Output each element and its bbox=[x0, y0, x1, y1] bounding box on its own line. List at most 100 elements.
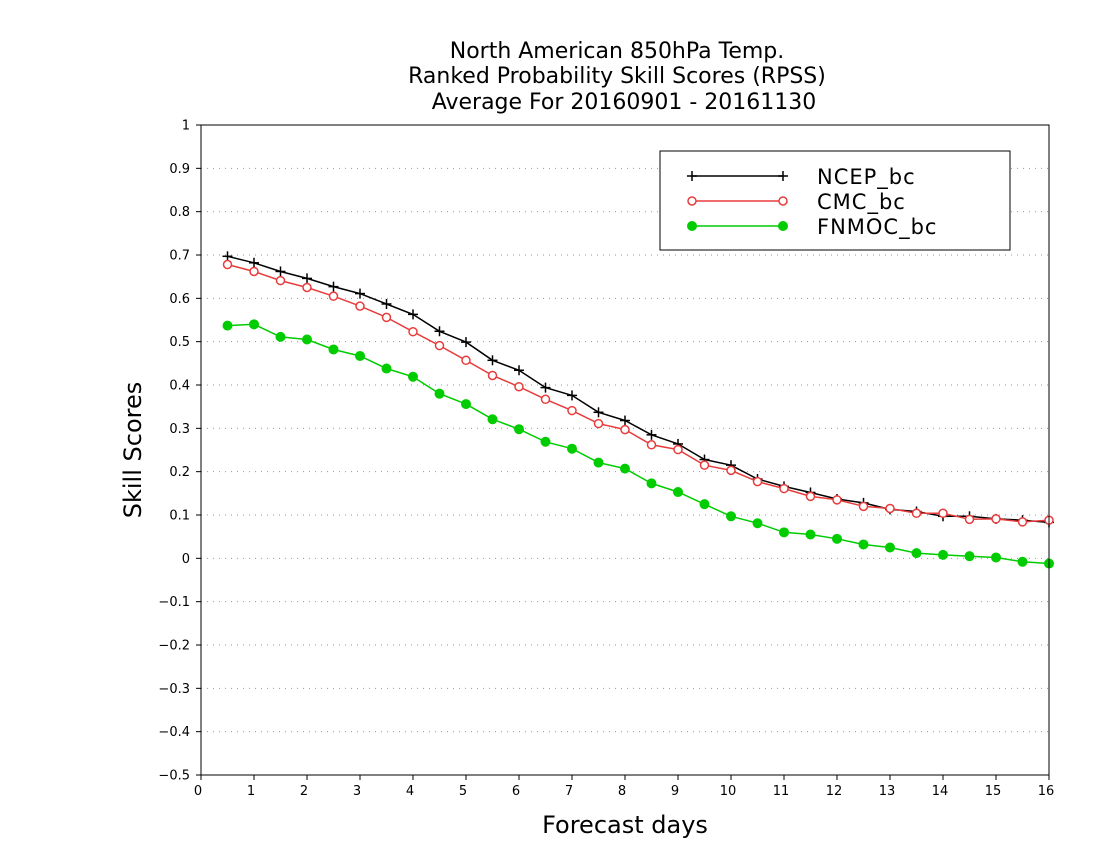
data-point bbox=[911, 508, 922, 519]
data-point bbox=[938, 549, 948, 560]
data-point bbox=[805, 529, 816, 540]
y-tick-label: 0.9 bbox=[169, 162, 190, 177]
series-layer bbox=[222, 251, 1054, 569]
y-tick-label: −0.3 bbox=[158, 682, 190, 697]
legend-label: NCEP_bc bbox=[817, 165, 916, 190]
data-point bbox=[752, 518, 763, 529]
data-point bbox=[275, 275, 286, 286]
chart-title-line-3: Average For 20160901 - 20161130 bbox=[432, 90, 817, 115]
data-point bbox=[328, 344, 339, 355]
data-point bbox=[302, 334, 312, 345]
data-point bbox=[461, 355, 471, 366]
x-tick-label: 7 bbox=[565, 784, 573, 799]
data-point bbox=[687, 196, 697, 206]
chart-title-line-1: North American 850hPa Temp. bbox=[450, 39, 785, 64]
data-point bbox=[381, 312, 392, 323]
series-line bbox=[227, 263, 1050, 523]
data-point bbox=[991, 552, 1001, 563]
data-point bbox=[779, 483, 789, 494]
data-point bbox=[355, 350, 365, 361]
data-point bbox=[540, 436, 551, 447]
data-point bbox=[408, 371, 418, 382]
data-point bbox=[885, 503, 895, 514]
legend-item: FNMOC_bc bbox=[687, 215, 937, 240]
series-line bbox=[227, 323, 1050, 565]
data-point bbox=[752, 476, 763, 487]
data-point bbox=[355, 301, 365, 311]
data-point bbox=[487, 370, 498, 381]
y-tick-label: 0.1 bbox=[169, 509, 190, 524]
data-point bbox=[540, 394, 551, 405]
x-tick-label: 3 bbox=[353, 784, 361, 799]
data-point bbox=[964, 551, 975, 562]
x-tick-label: 9 bbox=[671, 784, 679, 799]
data-point bbox=[514, 381, 524, 392]
data-point bbox=[355, 288, 365, 299]
data-point bbox=[302, 273, 312, 284]
chart-title: North American 850hPa Temp. Ranked Proba… bbox=[408, 39, 826, 115]
data-point bbox=[540, 382, 551, 393]
data-point bbox=[381, 298, 392, 309]
data-point bbox=[779, 527, 789, 538]
data-point bbox=[593, 457, 604, 468]
data-point bbox=[381, 363, 392, 374]
y-tick-label: 0.5 bbox=[169, 335, 190, 350]
data-point bbox=[885, 542, 895, 553]
data-point bbox=[778, 221, 788, 231]
y-tick-label: −0.5 bbox=[158, 769, 190, 784]
y-tick-label: 0.3 bbox=[169, 422, 190, 437]
y-tick-label: −0.2 bbox=[158, 639, 190, 654]
data-point bbox=[567, 443, 577, 454]
data-point bbox=[911, 548, 922, 559]
data-point bbox=[275, 331, 286, 342]
data-point bbox=[646, 429, 657, 440]
data-point bbox=[487, 355, 498, 366]
series-CMC_bc bbox=[222, 259, 1054, 527]
y-tick-label: 0.6 bbox=[169, 292, 190, 307]
data-point bbox=[222, 251, 233, 262]
data-point bbox=[726, 465, 736, 476]
x-tick-label: 4 bbox=[406, 784, 414, 799]
y-tick-label: 0.2 bbox=[169, 465, 190, 480]
data-point bbox=[687, 171, 697, 181]
series-FNMOC_bc bbox=[222, 319, 1054, 569]
data-point bbox=[699, 499, 710, 510]
x-axis-label: Forecast days bbox=[542, 811, 708, 839]
data-point bbox=[222, 259, 233, 270]
data-point bbox=[514, 424, 524, 435]
y-tick-label: 0 bbox=[182, 552, 190, 567]
legend-label: CMC_bc bbox=[817, 190, 906, 215]
data-point bbox=[699, 460, 710, 470]
series-NCEP_bc bbox=[222, 251, 1054, 528]
data-point bbox=[726, 511, 736, 522]
data-point bbox=[1017, 517, 1028, 527]
data-point bbox=[328, 281, 339, 292]
x-tick-label: 13 bbox=[879, 784, 896, 799]
x-tick-label: 2 bbox=[300, 784, 308, 799]
y-tick-label: 0.7 bbox=[169, 249, 190, 264]
x-tick-label: 12 bbox=[826, 784, 843, 799]
y-axis: −0.5 −0.4 −0.3 −0.2 −0.1 0 0.1 0.2 0.3 0.4 0.5 0.6 0… bbox=[158, 119, 201, 784]
x-tick-label: 6 bbox=[512, 784, 520, 799]
data-point bbox=[620, 415, 630, 426]
data-point bbox=[408, 326, 418, 337]
data-point bbox=[434, 388, 445, 399]
data-point bbox=[646, 440, 657, 450]
chart-title-line-2: Ranked Probability Skill Scores (RPSS) bbox=[408, 64, 826, 89]
data-point bbox=[778, 196, 788, 206]
series-line bbox=[227, 255, 1050, 524]
data-point bbox=[408, 309, 418, 320]
legend-label: FNMOC_bc bbox=[817, 215, 937, 240]
data-point bbox=[832, 533, 842, 544]
data-point bbox=[275, 266, 286, 277]
data-point bbox=[673, 487, 683, 498]
x-tick-label: 8 bbox=[618, 784, 626, 799]
data-point bbox=[832, 495, 842, 505]
x-tick-label: 14 bbox=[932, 784, 949, 799]
x-tick-label: 10 bbox=[720, 784, 737, 799]
data-point bbox=[778, 171, 788, 181]
y-tick-label: 0.8 bbox=[169, 205, 190, 220]
data-point bbox=[991, 514, 1001, 524]
x-tick-label: 16 bbox=[1038, 784, 1055, 799]
